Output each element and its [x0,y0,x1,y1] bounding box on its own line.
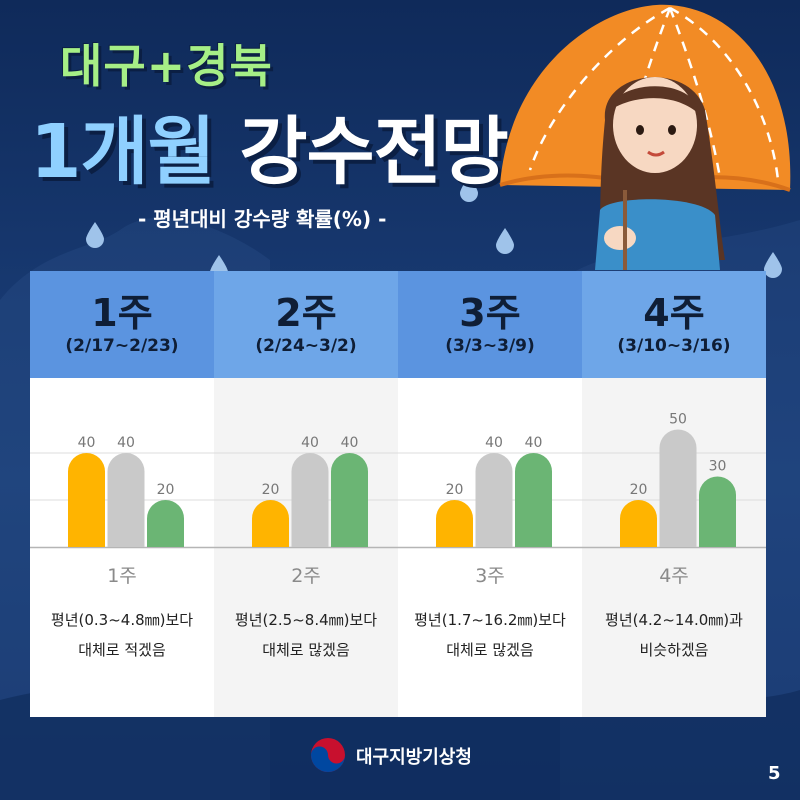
week-body: 20 40 40 2주 평년(2.5~8.4㎜)보다 대체로 많겠음 [214,378,398,717]
week-column: 1주 (2/17~2/23) 40 40 20 1주 평년(0.3~4.8㎜)보다 대… [30,271,214,717]
forecast-description: 평년(2.5~8.4㎜)보다 대체로 많겠음 [214,605,398,665]
raindrop-icon [86,222,104,248]
week-column: 3주 (3/3~3/9) 20 40 40 3주 평년(1.7~16.2㎜)보다 대체… [398,271,582,717]
forecast-description: 평년(1.7~16.2㎜)보다 대체로 많겠음 [398,605,582,665]
x-axis-label: 4주 [659,565,689,587]
x-axis-label: 2주 [291,565,321,587]
bar-value-label: 20 [262,482,280,498]
x-axis-label: 1주 [107,565,137,587]
forecast-description: 평년(0.3~4.8㎜)보다 대체로 적겠음 [30,605,214,665]
bar-above [331,453,368,547]
bar-chart: 40 40 20 1주 [30,435,214,587]
date-range: (3/3~3/9) [445,336,535,357]
region-title: 대구+경북 [60,39,273,93]
bar-below [620,500,657,547]
desc-line-1: 평년(0.3~4.8㎜)보다 [50,611,194,629]
week-title: 1주 [91,290,153,335]
date-range: (2/24~3/2) [255,336,357,357]
week-column: 4주 (3/10~3/16) 20 50 30 4주 평년(4.2~14.0㎜)과 비… [582,271,766,717]
raindrop-icon [460,176,478,202]
bar-value-label: 40 [525,435,543,451]
taegeuk-logo-icon [311,738,345,772]
desc-line-2: 대체로 적겠음 [78,641,166,659]
umbrella-girl-illustration [499,4,791,270]
bar-below [68,453,105,547]
bar-below [252,500,289,547]
bar-above [515,453,552,547]
raindrop-icon [764,252,782,278]
bar-normal [291,453,329,547]
bar-above [147,500,184,547]
date-range: (3/10~3/16) [617,336,731,357]
week-body: 20 40 40 3주 평년(1.7~16.2㎜)보다 대체로 많겠음 [398,378,582,717]
bar-value-label: 40 [341,435,359,451]
x-axis-label: 3주 [475,565,505,587]
bar-value-label: 30 [709,459,727,475]
bar-value-label: 40 [78,435,96,451]
subtitle: - 평년대비 강수량 확률(%) - [138,207,387,231]
week-header: 4주 (3/10~3/16) [582,271,766,378]
bar-value-label: 40 [301,435,319,451]
main-title-accent: 1개월 [30,109,216,195]
week-title: 2주 [275,290,337,335]
bar-value-label: 40 [485,435,503,451]
desc-line-2: 비슷하겠음 [639,641,709,659]
desc-line-1: 평년(1.7~16.2㎜)보다 [414,611,566,629]
organization-name: 대구지방기상청 [356,747,472,768]
week-title: 4주 [643,290,705,335]
bar-value-label: 50 [669,412,687,428]
week-header: 1주 (2/17~2/23) [30,271,214,378]
bar-normal [475,453,513,547]
bar-chart: 20 40 40 2주 [214,435,398,587]
page-number: 5 [768,763,781,784]
bar-chart: 20 40 40 3주 [398,435,582,587]
desc-line-1: 평년(2.5~8.4㎜)보다 [234,611,378,629]
bar-value-label: 20 [157,482,175,498]
main-title: 1개월 강수전망 [30,92,509,199]
bar-value-label: 40 [117,435,135,451]
bar-normal [659,429,697,547]
week-title: 3주 [459,290,521,335]
desc-line-2: 대체로 많겠음 [446,641,534,659]
desc-line-2: 대체로 많겠음 [262,641,350,659]
week-header: 2주 (2/24~3/2) [214,271,398,378]
week-body: 40 40 20 1주 평년(0.3~4.8㎜)보다 대체로 적겠음 [30,378,214,717]
week-body: 20 50 30 4주 평년(4.2~14.0㎜)과 비슷하겠음 [582,378,766,717]
date-range: (2/17~2/23) [65,336,179,357]
bar-value-label: 20 [446,482,464,498]
desc-line-1: 평년(4.2~14.0㎜)과 [605,611,743,629]
forecast-panel: 1주 (2/17~2/23) 40 40 20 1주 평년(0.3~4.8㎜)보다 대… [30,271,766,717]
bar-above [699,476,736,547]
forecast-description: 평년(4.2~14.0㎜)과 비슷하겠음 [582,605,766,665]
week-header: 3주 (3/3~3/9) [398,271,582,378]
bar-normal [107,453,145,547]
main-title-white: 강수전망 [239,109,508,195]
bar-value-label: 20 [630,482,648,498]
bar-below [436,500,473,547]
week-column: 2주 (2/24~3/2) 20 40 40 2주 평년(2.5~8.4㎜)보다 대체… [214,271,398,717]
raindrop-icon [496,228,514,254]
bar-chart: 20 50 30 4주 [582,412,766,587]
